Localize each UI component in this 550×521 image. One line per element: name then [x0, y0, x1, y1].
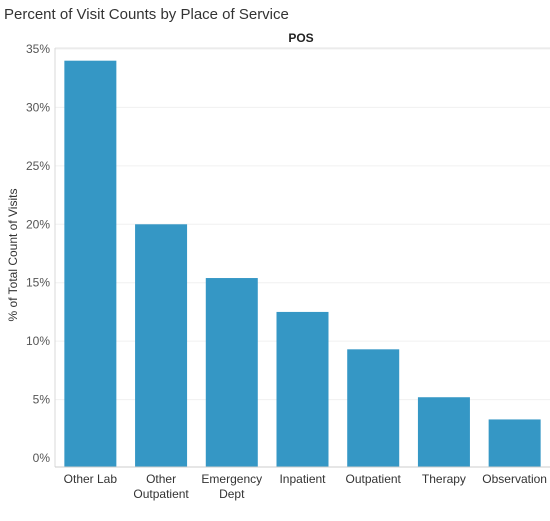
x-tick-label-line: Dept	[219, 487, 245, 501]
x-tick-label-line: Inpatient	[279, 472, 326, 486]
x-tick-label: Therapy	[422, 472, 466, 486]
bars	[64, 60, 541, 467]
bar[interactable]	[276, 311, 329, 467]
x-tick-label: Observation	[482, 472, 547, 486]
y-tick-label: 30%	[26, 100, 50, 114]
x-tick-label: Emergency Dept	[201, 472, 262, 501]
x-tick-label-line: Other	[146, 472, 176, 486]
y-axis-ticks: 0% 5% 10% 15% 20% 25% 30% 35%	[26, 42, 50, 465]
x-tick-label-line: Other Lab	[64, 472, 118, 486]
x-tick-label-line: Emergency	[201, 472, 262, 486]
bar[interactable]	[135, 224, 188, 467]
y-tick-label: 35%	[26, 42, 50, 56]
y-tick-label: 0%	[33, 451, 51, 465]
x-tick-label: Outpatient	[346, 472, 402, 486]
bar[interactable]	[488, 419, 541, 467]
bar[interactable]	[417, 397, 470, 467]
x-tick-label-line: Therapy	[422, 472, 466, 486]
x-tick-label-line: Outpatient	[133, 487, 189, 501]
x-tick-label: Inpatient	[279, 472, 326, 486]
y-tick-label: 10%	[26, 334, 50, 348]
x-tick-label: Other Lab	[64, 472, 118, 486]
y-tick-label: 5%	[33, 393, 51, 407]
y-tick-label: 25%	[26, 159, 50, 173]
column-header: POS	[288, 31, 313, 45]
y-tick-label: 20%	[26, 217, 50, 231]
bar[interactable]	[347, 349, 400, 467]
x-tick-label-line: Observation	[482, 472, 547, 486]
x-tick-label-line: Outpatient	[346, 472, 402, 486]
bar[interactable]	[205, 278, 258, 467]
x-tick-label: Other Outpatient	[133, 472, 189, 501]
bar[interactable]	[64, 60, 117, 467]
chart-title: Percent of Visit Counts by Place of Serv…	[4, 6, 289, 23]
y-axis-label: % of Total Count of Visits	[6, 189, 20, 322]
y-tick-label: 15%	[26, 276, 50, 290]
